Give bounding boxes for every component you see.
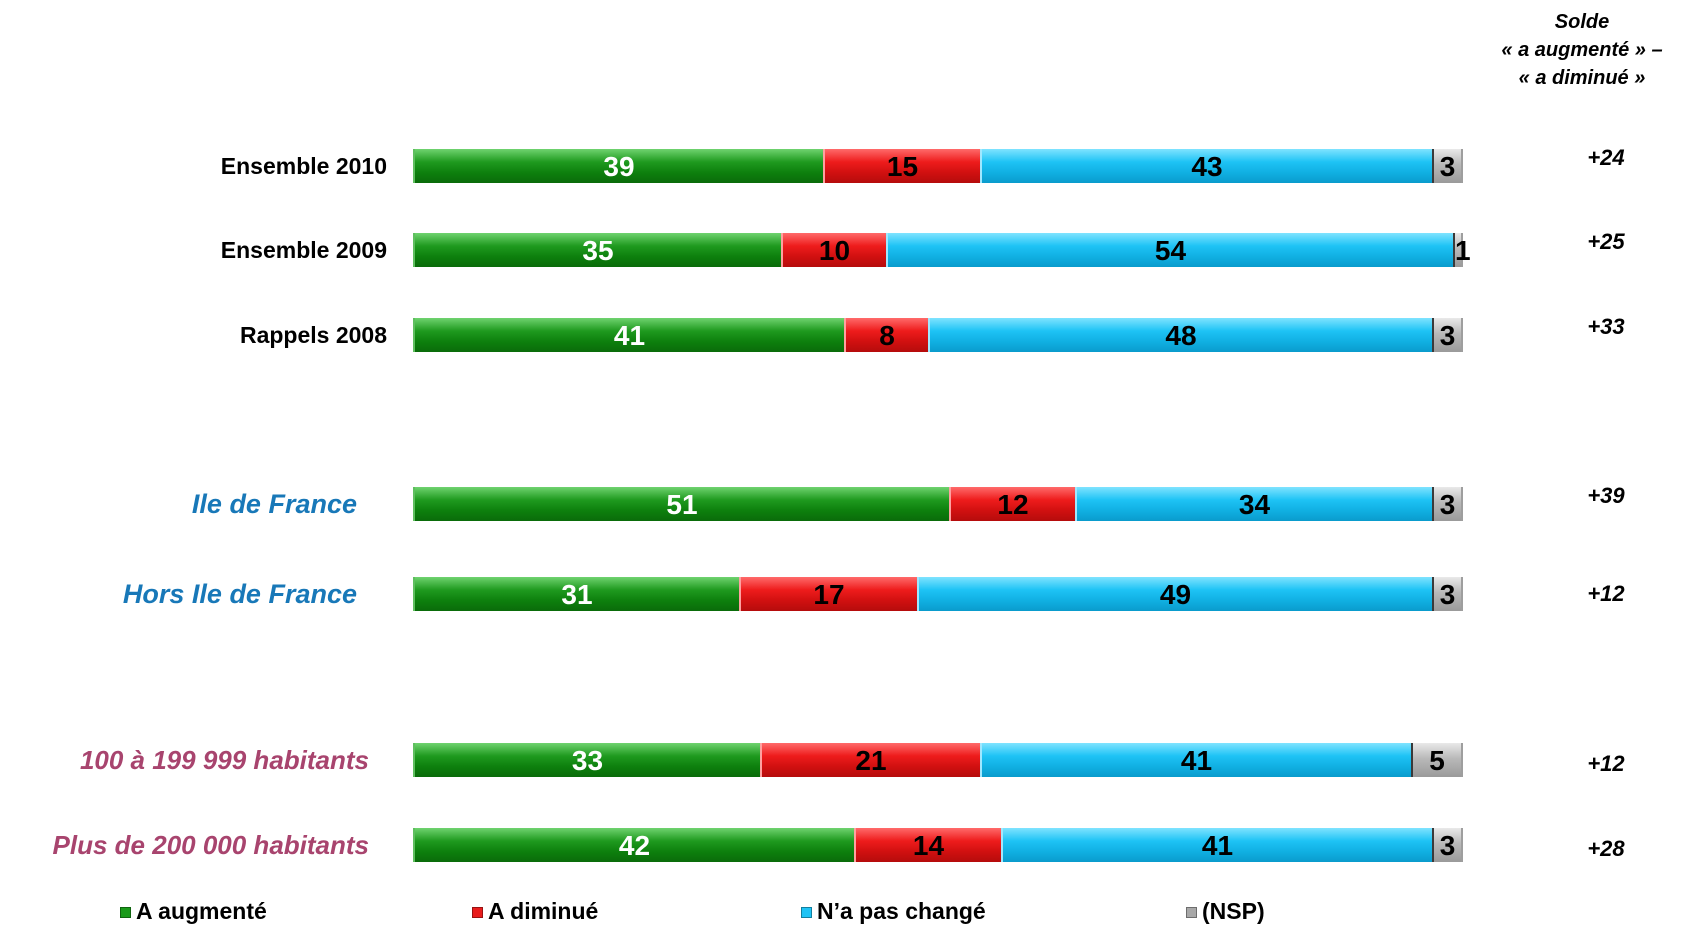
bar-segment-down: 15	[823, 149, 980, 183]
bar-segment-same: 48	[928, 318, 1432, 352]
bar-row: 39 15 43 3	[413, 149, 1463, 183]
bar-row: 51 12 34 3	[413, 487, 1463, 521]
legend-swatch	[120, 907, 131, 918]
row-label: Hors Ile de France	[122, 579, 357, 609]
legend-item: N’a pas changé	[801, 896, 986, 926]
data-label: 42	[618, 830, 651, 861]
solde-value: +12	[1587, 751, 1625, 776]
bar-row: 42 14 41 3	[413, 828, 1463, 862]
data-label: 48	[1165, 320, 1197, 351]
data-label: 35	[582, 235, 614, 266]
data-label: 8	[879, 320, 895, 351]
solde-value: +24	[1587, 145, 1625, 170]
legend: A augmenté A diminué N’a pas changé (NSP)	[0, 896, 1706, 926]
data-label: 41	[1180, 745, 1213, 776]
solde-value: +33	[1587, 314, 1625, 339]
bar-segment-down: 8	[844, 318, 928, 352]
bar-row: 41 8 48 3	[413, 318, 1463, 352]
bar-segment-nsp: 1	[1453, 233, 1471, 267]
bar-segment-up: 35	[413, 233, 781, 267]
legend-item: A augmenté	[120, 896, 267, 926]
bar-segment-up: 39	[413, 149, 823, 183]
legend-swatch	[801, 907, 812, 918]
data-label: 34	[1238, 489, 1271, 520]
data-label: 3	[1439, 320, 1456, 351]
solde-header-line2: « a augmenté » –	[1501, 39, 1663, 61]
data-label: 1	[1455, 235, 1471, 266]
solde-value: +39	[1587, 483, 1625, 508]
legend-label: N’a pas changé	[817, 898, 986, 924]
data-label: 54	[1154, 235, 1187, 266]
data-label: 5	[1429, 745, 1445, 776]
legend-label: A augmenté	[136, 898, 267, 924]
bar-segment-nsp: 3	[1432, 149, 1463, 183]
bar-row: 33 21 41 5	[413, 743, 1463, 777]
data-label: 31	[561, 579, 593, 610]
solde-value: +28	[1587, 836, 1625, 861]
bar-segment-same: 54	[886, 233, 1453, 267]
bar-segment-up: 42	[413, 828, 854, 862]
row-label: Ensemble 2009	[220, 237, 387, 263]
data-label: 41	[613, 320, 646, 351]
bar-segment-nsp: 3	[1432, 577, 1463, 611]
bar-row: 31 17 49 3	[413, 577, 1463, 611]
legend-label: (NSP)	[1202, 898, 1265, 924]
bar-segment-down: 14	[854, 828, 1001, 862]
data-label: 17	[813, 579, 845, 610]
solde-value: +12	[1587, 581, 1625, 606]
legend-swatch	[1186, 907, 1197, 918]
data-label: 3	[1439, 830, 1456, 861]
bar-segment-nsp: 3	[1432, 487, 1463, 521]
data-label: 3	[1439, 489, 1456, 520]
bar-segment-same: 34	[1075, 487, 1432, 521]
data-label: 3	[1439, 151, 1456, 182]
data-label: 10	[818, 235, 851, 266]
bar-segment-up: 33	[413, 743, 760, 777]
bar-segment-down: 17	[739, 577, 917, 611]
row-label: Rappels 2008	[239, 322, 387, 348]
bar-segment-up: 51	[413, 487, 949, 521]
data-label: 49	[1159, 579, 1192, 610]
data-label: 14	[912, 830, 945, 861]
legend-item: A diminué	[472, 896, 598, 926]
solde-value: +25	[1587, 229, 1625, 254]
row-label: 100 à 199 999 habitants	[79, 745, 369, 775]
data-label: 43	[1191, 151, 1223, 182]
data-label: 51	[666, 489, 698, 520]
solde-column-header: Solde « a augmenté » – « a diminué »	[1472, 8, 1692, 92]
bar-segment-down: 21	[760, 743, 980, 777]
solde-header-line3: « a diminué »	[1518, 67, 1646, 89]
bar-segment-up: 41	[413, 318, 844, 352]
solde-header-line1: Solde	[1554, 11, 1610, 33]
row-label: Plus de 200 000 habitants	[52, 830, 369, 860]
data-label: 12	[997, 489, 1029, 520]
bar-segment-same: 41	[1001, 828, 1432, 862]
legend-swatch	[472, 907, 483, 918]
bar-segment-down: 10	[781, 233, 886, 267]
data-label: 41	[1201, 830, 1234, 861]
bar-segment-up: 31	[413, 577, 739, 611]
row-label: Ensemble 2010	[220, 153, 387, 179]
data-label: 3	[1439, 579, 1456, 610]
data-label: 39	[603, 151, 635, 182]
data-label: 33	[571, 745, 604, 776]
bar-segment-same: 41	[980, 743, 1411, 777]
bar-segment-same: 49	[917, 577, 1432, 611]
bar-segment-down: 12	[949, 487, 1075, 521]
legend-item: (NSP)	[1186, 896, 1265, 926]
data-label: 15	[886, 151, 919, 182]
legend-label: A diminué	[488, 898, 599, 924]
row-label: Ile de France	[191, 489, 357, 519]
bar-segment-nsp: 5	[1411, 743, 1463, 777]
bar-segment-same: 43	[980, 149, 1432, 183]
data-label: 21	[855, 745, 887, 776]
bar-segment-nsp: 3	[1432, 828, 1463, 862]
bar-segment-nsp: 3	[1432, 318, 1463, 352]
bar-row: 35 10 54 1	[413, 233, 1471, 267]
